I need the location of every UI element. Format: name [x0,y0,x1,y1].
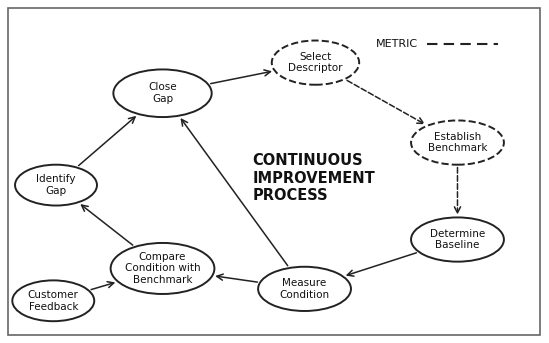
Text: Customer
Feedback: Customer Feedback [28,290,79,311]
Ellipse shape [113,69,212,117]
Ellipse shape [272,40,359,85]
Text: Close
Gap: Close Gap [148,82,177,104]
Text: Identify
Gap: Identify Gap [36,174,76,196]
Ellipse shape [12,280,94,321]
Text: Measure
Condition: Measure Condition [279,278,329,300]
Text: Select
Descriptor: Select Descriptor [288,52,343,73]
Ellipse shape [258,267,351,311]
Text: Establish
Benchmark: Establish Benchmark [428,132,487,153]
Ellipse shape [411,217,504,262]
Ellipse shape [411,120,504,165]
Text: Determine
Baseline: Determine Baseline [430,229,485,250]
Ellipse shape [111,243,215,294]
Text: CONTINUOUS
IMPROVEMENT
PROCESS: CONTINUOUS IMPROVEMENT PROCESS [253,153,376,203]
Text: METRIC: METRIC [376,39,418,49]
Text: Compare
Condition with
Benchmark: Compare Condition with Benchmark [125,252,200,285]
Ellipse shape [15,165,97,205]
